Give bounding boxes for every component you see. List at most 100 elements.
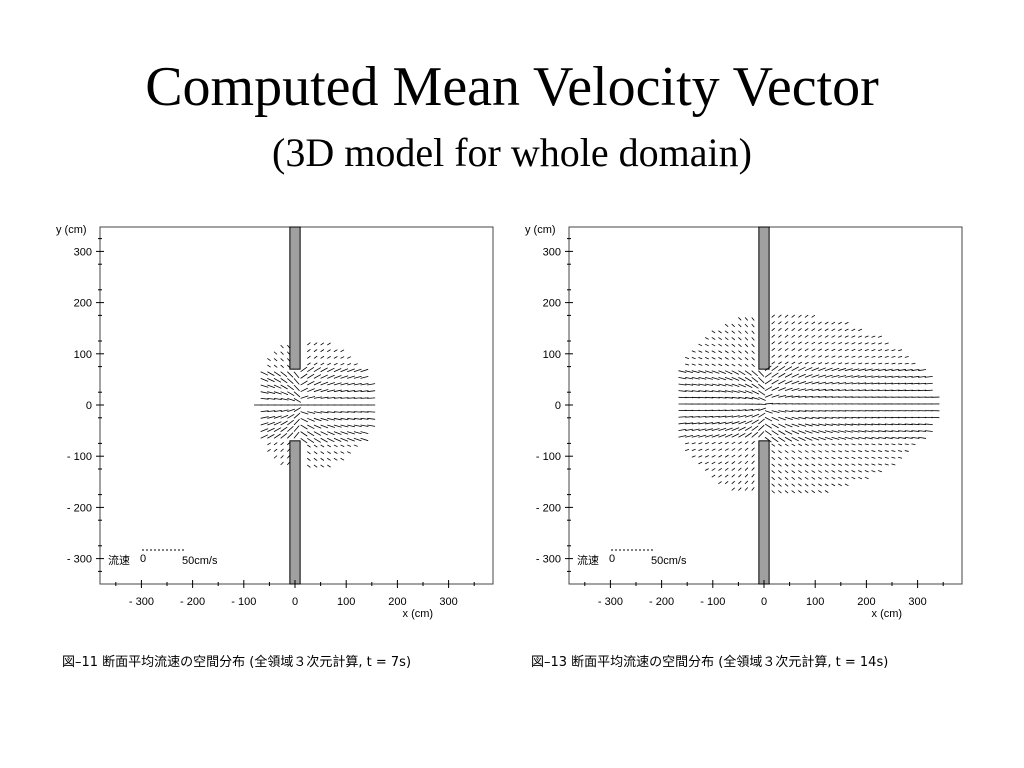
- velocity-vector: [844, 430, 853, 433]
- velocity-vector: [260, 422, 269, 426]
- velocity-vector: [731, 480, 736, 485]
- velocity-vector: [791, 354, 796, 358]
- velocity-vector: [744, 337, 749, 341]
- velocity-vector: [804, 430, 813, 434]
- y-tick-label: 0: [555, 400, 561, 412]
- velocity-vector: [293, 412, 301, 419]
- velocity-vector: [891, 423, 900, 426]
- velocity-vector: [831, 476, 836, 480]
- velocity-vector: [313, 381, 322, 386]
- velocity-vector: [918, 423, 927, 426]
- velocity-vector: [804, 490, 809, 494]
- velocity-vector: [838, 396, 847, 398]
- velocity-vector: [844, 375, 853, 378]
- velocity-vector: [751, 377, 759, 383]
- velocity-vector: [824, 328, 829, 332]
- velocity-vector: [824, 396, 833, 398]
- velocity-vector: [784, 373, 793, 378]
- velocity-vector: [704, 442, 710, 445]
- velocity-vector: [838, 470, 843, 473]
- legend-zero: 0: [609, 553, 615, 565]
- velocity-vector: [347, 444, 352, 447]
- velocity-vector: [911, 436, 920, 439]
- figure-caption: 図–11 断面平均流速の空間分布 (全領域３次元計算, t = 7s): [62, 654, 411, 670]
- velocity-vector: [711, 390, 720, 393]
- velocity-vector: [724, 427, 733, 431]
- legend-label: 流速: [577, 553, 599, 567]
- velocity-vector: [784, 334, 789, 338]
- velocity-vector: [804, 388, 813, 392]
- velocity-vector: [300, 411, 309, 415]
- velocity-vector: [320, 342, 325, 346]
- velocity-vector: [333, 457, 338, 461]
- velocity-vector: [791, 341, 796, 345]
- velocity-vector: [353, 397, 362, 399]
- velocity-vector: [758, 431, 765, 438]
- velocity-vector: [771, 365, 779, 372]
- velocity-vector: [287, 432, 294, 439]
- velocity-vector: [778, 436, 786, 442]
- velocity-vector: [831, 355, 836, 358]
- velocity-vector: [798, 476, 802, 480]
- velocity-vector: [333, 444, 338, 448]
- velocity-vector: [280, 397, 289, 401]
- velocity-vector: [811, 396, 820, 398]
- x-tick-label: 100: [806, 596, 824, 608]
- velocity-vector: [898, 443, 903, 446]
- velocity-vector: [731, 409, 740, 412]
- velocity-vector: [751, 460, 755, 465]
- velocity-vector: [691, 416, 700, 418]
- velocity-vector: [738, 467, 742, 471]
- velocity-vector: [287, 391, 295, 397]
- velocity-vector: [771, 361, 776, 365]
- velocity-vector: [725, 390, 734, 393]
- velocity-vector: [884, 430, 893, 433]
- velocity-vector: [804, 334, 809, 338]
- velocity-vector: [858, 463, 863, 466]
- velocity-vector: [260, 410, 269, 413]
- velocity-vector: [778, 379, 786, 385]
- velocity-vector: [347, 390, 356, 393]
- velocity-vector: [851, 355, 856, 358]
- velocity-vector: [273, 384, 282, 389]
- velocity-vector: [818, 328, 822, 332]
- velocity-vector: [864, 355, 869, 358]
- velocity-vector: [838, 348, 843, 352]
- velocity-vector: [698, 383, 707, 386]
- velocity-vector: [738, 426, 746, 431]
- velocity-vector: [764, 416, 773, 422]
- velocity-vector: [798, 328, 802, 332]
- velocity-vector: [884, 450, 889, 452]
- velocity-vector: [313, 367, 321, 373]
- velocity-vector: [818, 490, 822, 494]
- velocity-vector: [367, 383, 376, 386]
- y-tick-label: 100: [543, 349, 561, 361]
- velocity-vector: [871, 335, 876, 338]
- velocity-vector: [685, 357, 690, 360]
- velocity-vector: [844, 368, 853, 372]
- velocity-vector: [273, 409, 282, 413]
- velocity-vector: [838, 342, 843, 345]
- velocity-vector: [864, 430, 873, 433]
- velocity-vector: [698, 363, 703, 366]
- velocity-vector: [778, 443, 782, 447]
- velocity-vector: [704, 455, 709, 458]
- velocity-vector: [731, 427, 740, 431]
- velocity-vector: [280, 461, 284, 466]
- velocity-vector: [678, 370, 687, 373]
- velocity-vector: [724, 467, 729, 471]
- velocity-vector: [273, 378, 282, 383]
- velocity-vector: [771, 470, 776, 474]
- velocity-vector: [804, 321, 809, 325]
- velocity-vector: [758, 390, 766, 396]
- velocity-vector: [871, 382, 880, 385]
- velocity-vector: [307, 342, 311, 346]
- velocity-vector: [751, 431, 759, 438]
- velocity-vector: [260, 378, 269, 382]
- velocity-vector: [751, 480, 755, 485]
- velocity-vector: [764, 402, 774, 405]
- velocity-vector: [844, 416, 853, 419]
- velocity-vector: [758, 370, 765, 377]
- velocity-vector: [891, 375, 900, 378]
- velocity-vector: [287, 397, 296, 402]
